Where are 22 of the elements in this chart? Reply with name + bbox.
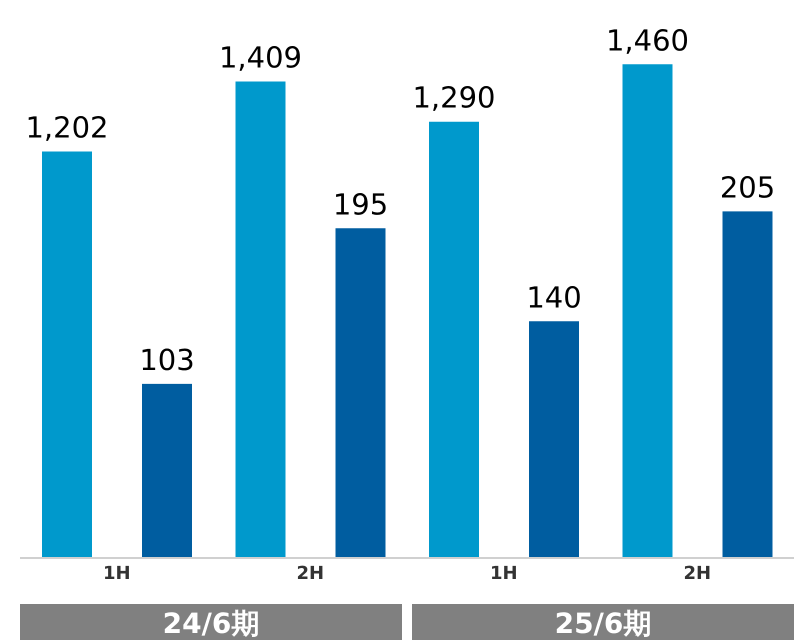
bar	[529, 321, 579, 558]
data-label: 1,460	[606, 23, 690, 58]
bar	[336, 228, 386, 558]
bar	[722, 211, 772, 558]
x-tick-label: 1H	[102, 562, 131, 584]
text: 25/6期	[412, 604, 794, 640]
data-label: 1,290	[412, 80, 496, 115]
x-tick-label: 1H	[490, 562, 518, 584]
bar	[142, 384, 192, 558]
bar	[42, 152, 92, 558]
data-label: 205	[720, 170, 776, 204]
text: 24/6期	[20, 604, 402, 640]
data-label: 1,409	[218, 40, 302, 74]
x-tick-label: 2H	[683, 562, 712, 584]
bar	[236, 82, 286, 558]
data-label: 140	[526, 280, 582, 314]
bar	[429, 122, 479, 558]
data-label: 1,202	[25, 110, 109, 145]
bar	[622, 64, 672, 558]
data-label: 103	[139, 342, 195, 377]
data-label: 195	[332, 187, 388, 222]
x-tick-label: 2H	[296, 562, 324, 584]
